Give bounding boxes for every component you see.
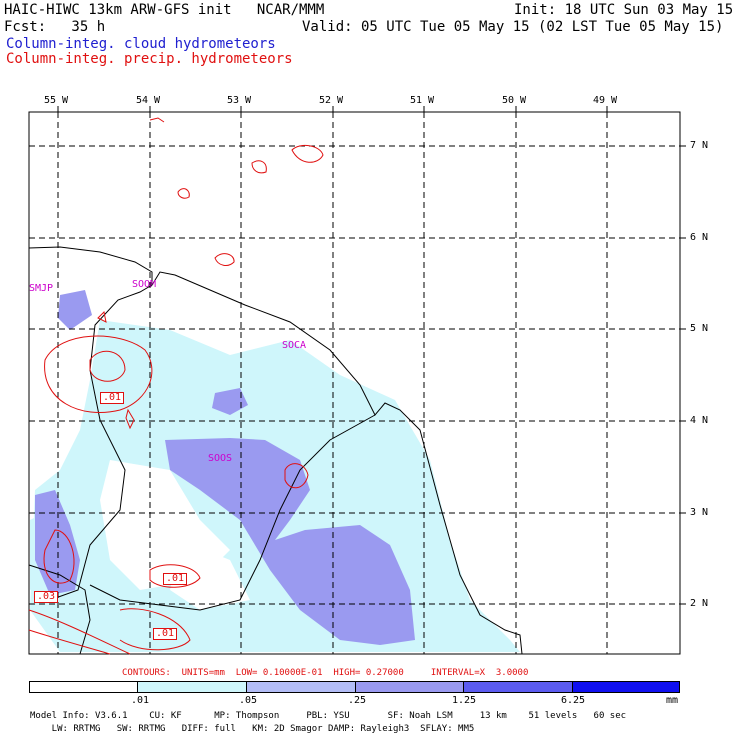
contour-label: .01 [153, 628, 178, 640]
colorbar-tick: .25 [348, 695, 367, 706]
lon-label: 55 W [44, 95, 69, 106]
station-label: SOOM [132, 279, 157, 290]
lat-label: 5 N [690, 323, 709, 334]
lon-label: 52 W [319, 95, 344, 106]
colorbar-bin [137, 681, 247, 693]
colorbar-bin [355, 681, 464, 693]
colorbar-tick: .01 [131, 695, 150, 706]
coastline [28, 246, 523, 655]
contour-label: .01 [163, 573, 188, 585]
model-info-line2: LW: RRTMG SW: RRTMG DIFF: full KM: 2D Sm… [30, 724, 475, 734]
contour-label: .01 [100, 392, 125, 404]
forecast-hour: Fcst: 35 h [4, 19, 106, 35]
clear-patches [100, 460, 250, 610]
lon-label: 54 W [136, 95, 161, 106]
colorbar-tick: 1.25 [452, 695, 477, 706]
contour-label: .03 [34, 591, 59, 603]
lat-label: 3 N [690, 507, 709, 518]
lon-label: 53 W [227, 95, 252, 106]
legend-precip: Column-integ. precip. hydrometeors [6, 51, 293, 67]
colorbar-bin [463, 681, 573, 693]
contours-info: CONTOURS: UNITS=mm LOW= 0.10000E-01 HIGH… [122, 668, 529, 678]
lat-label: 7 N [690, 140, 709, 151]
colorbar-bin [246, 681, 356, 693]
lon-label: 51 W [410, 95, 435, 106]
legend-cloud: Column-integ. cloud hydrometeors [6, 36, 276, 52]
init-time: Init: 18 UTC Sun 03 May 15 [514, 2, 734, 18]
valid-time: Valid: 05 UTC Tue 05 May 15 (02 LST Tue … [302, 19, 724, 35]
colorbar-units: mm [666, 695, 679, 706]
lat-label: 4 N [690, 415, 709, 426]
colorbar-tick: .05 [239, 695, 258, 706]
lat-label: 6 N [690, 232, 709, 243]
station-label: SOOS [208, 453, 233, 464]
lon-label: 50 W [502, 95, 527, 106]
station-label: SOCA [282, 340, 307, 351]
model-info-line1: Model Info: V3.6.1 CU: KF MP: Thompson P… [30, 711, 627, 721]
precip-contours [28, 117, 324, 655]
station-label: SMJP [29, 283, 54, 294]
colorbar-bin [572, 681, 680, 693]
colorbar-bin [29, 681, 138, 693]
lat-label: 2 N [690, 598, 709, 609]
title: HAIC-HIWC 13km ARW-GFS init NCAR/MMM [4, 2, 325, 18]
lon-label: 49 W [593, 95, 618, 106]
colorbar-tick: 6.25 [561, 695, 586, 706]
graticule [29, 112, 680, 654]
